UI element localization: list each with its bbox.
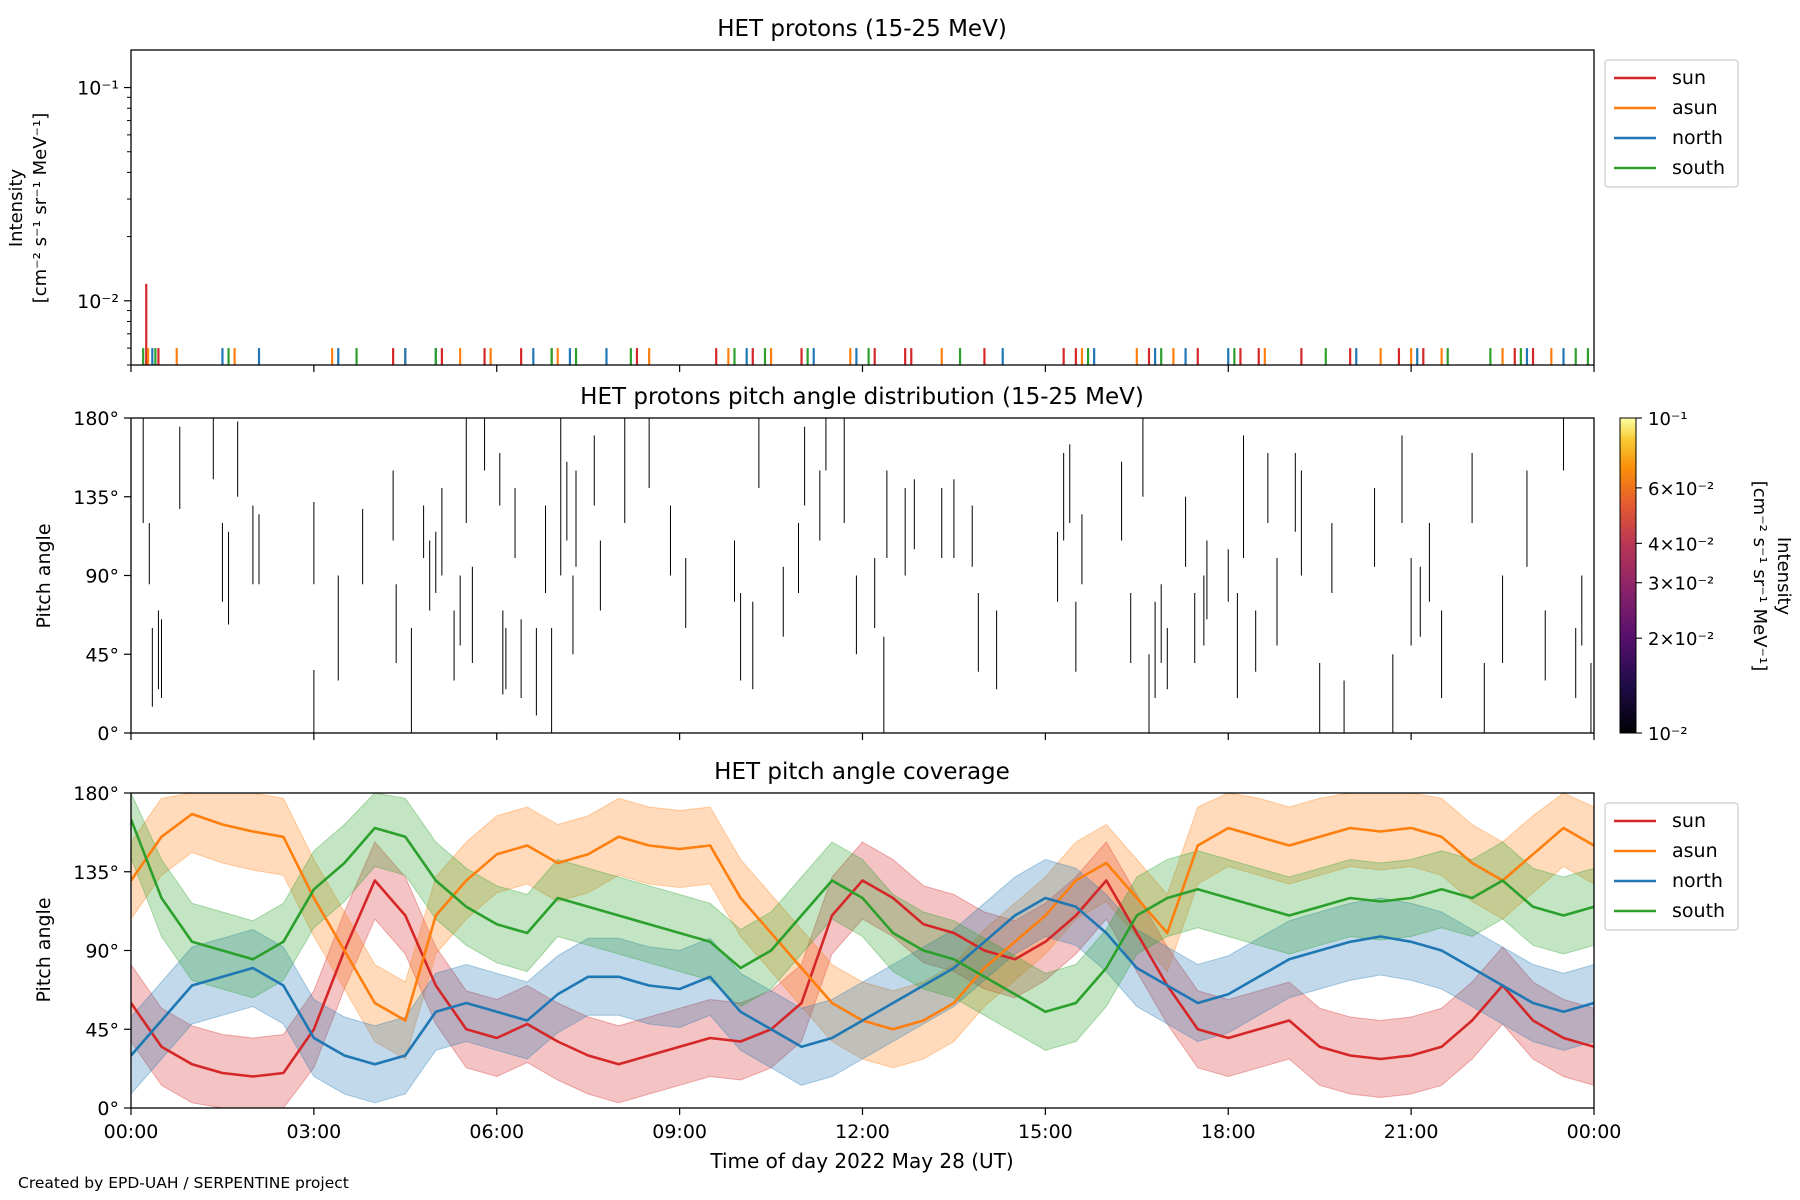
panel-pitch-angle-distribution: HET protons pitch angle distribution (15… [33, 384, 1794, 745]
coverage-line-north [131, 896, 1594, 1066]
panel-intensity: HET protons (15-25 MeV) 10⁻¹ 10⁻² Intensi… [6, 16, 1739, 372]
coverage-band-sun [131, 841, 1594, 1108]
colorbar-tick-label: 4×10⁻² [1648, 534, 1714, 555]
colorbar-tick-label: 2×10⁻² [1648, 629, 1714, 650]
legend-sun-label: sun [1672, 67, 1706, 89]
x-tick-label: 00:00 [104, 1121, 159, 1143]
legend-north-label: north [1672, 870, 1723, 892]
y-tick-label: 45° [85, 1019, 119, 1041]
y-tick-label: 0° [97, 723, 119, 745]
colorbar-label-line2: [cm⁻² s⁻¹ sr⁻¹ MeV⁻¹] [1749, 481, 1770, 672]
panel1-ylabel-line1: Intensity [6, 168, 27, 247]
legend-north-label: north [1672, 127, 1723, 149]
y-tick-label: 0° [97, 1098, 119, 1120]
panel2-title: HET protons pitch angle distribution (15… [580, 384, 1144, 410]
panel1-title: HET protons (15-25 MeV) [717, 16, 1007, 42]
panel1-axes: 10⁻¹ 10⁻² [77, 78, 1595, 372]
colorbar-tick-label: 10⁻¹ [1648, 409, 1688, 430]
y-tick-label: 45° [85, 644, 119, 666]
colorbar-tick-label: 6×10⁻² [1648, 479, 1714, 500]
x-axis-label: Time of day 2022 May 28 (UT) [709, 1149, 1013, 1173]
panel3-ylabel: Pitch angle [33, 897, 55, 1002]
x-tick-label: 03:00 [286, 1121, 341, 1143]
legend-frame [1604, 802, 1739, 931]
colorbar-gradient [1619, 417, 1637, 734]
x-tick-label: 06:00 [469, 1121, 524, 1143]
x-tick-label: 18:00 [1201, 1121, 1256, 1143]
panel2-plot-area [142, 418, 1592, 733]
coverage-line-sun [131, 879, 1594, 1078]
panel2-frame [130, 417, 1595, 734]
x-tick-label: 21:00 [1384, 1121, 1439, 1143]
coverage-band-asun [131, 793, 1594, 1069]
colorbar-label-line1: Intensity [1773, 537, 1794, 616]
panel3-plot-area [131, 793, 1594, 1108]
legend-asun-label: asun [1672, 840, 1718, 862]
y-tick-label: 180° [73, 783, 119, 805]
x-tick-label: 00:00 [1567, 1121, 1622, 1143]
panel-pitch-angle-coverage: HET pitch angle coverage 00:00 03:00 06:00… [33, 759, 1739, 1143]
panel3-legend: sun asun north south [1604, 802, 1739, 931]
legend-sun-label: sun [1672, 810, 1706, 832]
legend-south-label: south [1672, 900, 1725, 922]
y-tick-label: 90° [85, 566, 119, 588]
y-tick-label: 135° [73, 487, 119, 509]
y-tick-label: 180° [73, 408, 119, 430]
y-tick-label: 90° [85, 941, 119, 963]
x-tick-label: 12:00 [835, 1121, 890, 1143]
legend-south-label: south [1672, 157, 1725, 179]
panel3-title: HET pitch angle coverage [714, 759, 1010, 785]
colorbar-tick-label: 10⁻² [1648, 724, 1688, 745]
y-tick-label: 135° [73, 862, 119, 884]
panel3-frame [130, 792, 1595, 1109]
panel3-axes: 00:00 03:00 06:00 09:00 12:00 15:00 18:00 21:00… [73, 783, 1621, 1143]
legend-frame [1604, 59, 1739, 188]
coverage-band-south [131, 793, 1594, 1051]
x-tick-label: 09:00 [652, 1121, 707, 1143]
y-tick-label: 10⁻¹ [77, 78, 119, 100]
credit-text: Created by EPD-UAH / SERPENTINE project [18, 1174, 349, 1192]
x-tick-label: 15:00 [1018, 1121, 1073, 1143]
coverage-band-north [131, 858, 1594, 1104]
colorbar: 10⁻¹ 6×10⁻² 4×10⁻² 3×10⁻² 2×10⁻² 10⁻² Intensi… [1619, 409, 1794, 745]
panel1-ylabel-line2: [cm⁻² s⁻¹ sr⁻¹ MeV⁻¹] [30, 113, 51, 304]
panel1-legend: sun asun north south [1604, 59, 1739, 188]
panel2-axes: 0° 45° 90° 135° 180° [73, 408, 1595, 745]
legend-asun-label: asun [1672, 97, 1718, 119]
colorbar-tick-label: 3×10⁻² [1648, 574, 1714, 595]
panel1-frame [130, 49, 1595, 366]
panel1-plot-area [142, 283, 1590, 365]
colorbar-ticks: 10⁻¹ 6×10⁻² 4×10⁻² 3×10⁻² 2×10⁻² 10⁻² [1636, 409, 1714, 745]
coverage-line-south [131, 818, 1594, 1014]
panel2-ylabel: Pitch angle [33, 523, 55, 628]
y-tick-label: 10⁻² [77, 291, 119, 313]
